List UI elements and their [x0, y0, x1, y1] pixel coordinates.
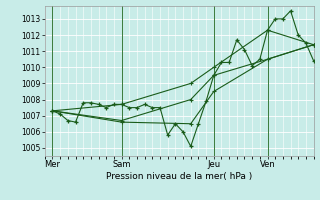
X-axis label: Pression niveau de la mer( hPa ): Pression niveau de la mer( hPa ) — [106, 172, 252, 181]
